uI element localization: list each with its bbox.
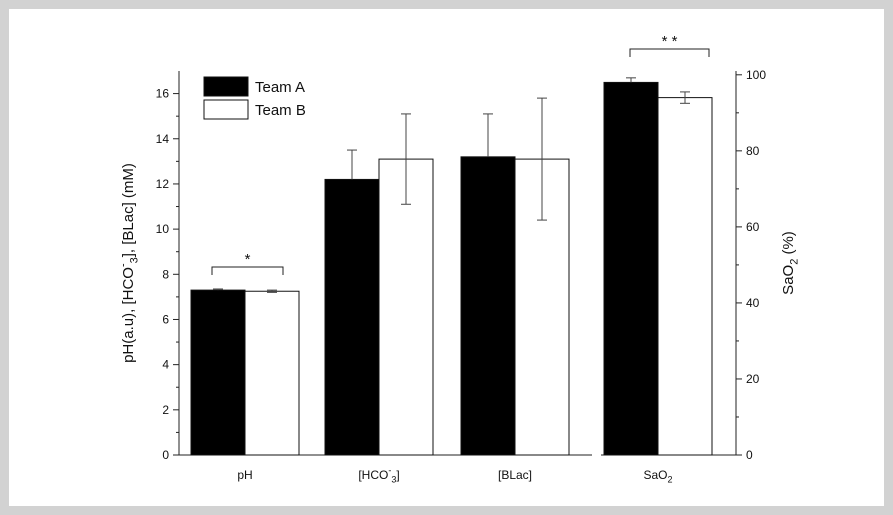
series-1-bar <box>657 97 713 456</box>
left-y-tick-label: 0 <box>162 448 169 462</box>
legend-label: Team B <box>255 102 306 119</box>
right-y-tick-label: 60 <box>746 220 760 234</box>
chart-frame: 0 2 4 6 8 10 12 14 16 0 20 40 60 80 100 pH [HCO-​3​] [BLa… <box>9 9 884 506</box>
labels-layer: 0 2 4 6 8 10 12 14 16 0 20 40 60 80 100 pH [HCO-​3​] [BLa… <box>117 33 800 485</box>
left-y-tick-label: 12 <box>156 177 170 191</box>
right-y-tick-label: 20 <box>746 372 760 386</box>
x-tick-label: [HCO-​3​] <box>358 466 399 485</box>
series-1-bar <box>378 158 434 456</box>
bars-layer <box>190 77 713 456</box>
left-axis-title: pH(a.u), [HCO-​3​], [BLac] (mM) <box>117 163 140 363</box>
left-y-tick-label: 2 <box>162 403 169 417</box>
x-tick-label: [BLac] <box>498 468 532 482</box>
series-0-bar <box>324 178 380 456</box>
significance-bracket <box>211 266 284 275</box>
significance-marker: * * <box>662 33 678 50</box>
series-1-bar <box>244 290 300 456</box>
series-0-bar <box>190 289 246 456</box>
bar-chart: 0 2 4 6 8 10 12 14 16 0 20 40 60 80 100 pH [HCO-​3​] [BLa… <box>117 33 800 485</box>
left-y-tick-label: 6 <box>162 312 169 326</box>
x-tick-label: SaO2​ <box>643 468 672 485</box>
x-tick-label: pH <box>237 468 252 482</box>
right-axis-title: SaO2​ (%) <box>780 231 801 295</box>
series-0-bar <box>460 156 516 456</box>
right-y-tick-label: 100 <box>746 68 766 82</box>
significance-marker: * <box>245 251 251 268</box>
right-y-tick-label: 40 <box>746 296 760 310</box>
left-y-tick-label: 8 <box>162 267 169 281</box>
legend-label: Team A <box>255 79 305 96</box>
legend-swatch <box>203 76 249 97</box>
left-y-tick-label: 4 <box>162 358 169 372</box>
left-y-tick-label: 16 <box>156 87 170 101</box>
left-y-tick-label: 10 <box>156 222 170 236</box>
left-y-tick-label: 14 <box>156 132 170 146</box>
right-y-tick-label: 80 <box>746 144 760 158</box>
significance-bracket <box>629 48 710 57</box>
right-y-tick-label: 0 <box>746 448 753 462</box>
series-0-bar <box>603 81 659 456</box>
legend-swatch <box>203 99 249 120</box>
